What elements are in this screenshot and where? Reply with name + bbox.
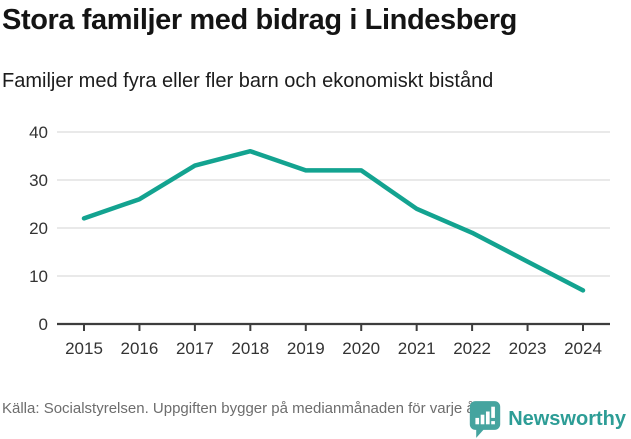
x-axis-label-2024: 2024 bbox=[564, 339, 602, 358]
newsworthy-logo-link[interactable]: Newsworthy bbox=[469, 400, 626, 439]
x-axis-label-2016: 2016 bbox=[121, 339, 159, 358]
y-axis-label-10: 10 bbox=[29, 267, 48, 286]
y-axis-label-40: 40 bbox=[29, 123, 48, 142]
y-axis-label-30: 30 bbox=[29, 171, 48, 190]
x-axis-label-2018: 2018 bbox=[231, 339, 269, 358]
x-axis-label-2017: 2017 bbox=[176, 339, 214, 358]
x-axis-label-2022: 2022 bbox=[453, 339, 491, 358]
newsworthy-logo-text: Newsworthy bbox=[508, 408, 626, 430]
page-title: Stora familjer med bidrag i Lindesberg bbox=[2, 4, 517, 36]
x-axis-label-2021: 2021 bbox=[398, 339, 436, 358]
chart-line-series bbox=[81, 148, 586, 293]
y-axis-label-0: 0 bbox=[39, 315, 48, 334]
y-axis-label-20: 20 bbox=[29, 219, 48, 238]
chart-subtitle: Familjer med fyra eller fler barn och ek… bbox=[2, 70, 494, 92]
x-axis-label-2015: 2015 bbox=[65, 339, 103, 358]
x-axis-label-2019: 2019 bbox=[287, 339, 325, 358]
source-note: Källa: Socialstyrelsen. Uppgiften bygger… bbox=[2, 400, 480, 417]
line-chart: 0 10 20 30 40 2015 2016 2017 2018 2019 2020 2021 202… bbox=[29, 123, 610, 358]
newsworthy-logo-icon bbox=[469, 401, 501, 438]
x-axis-label-2023: 2023 bbox=[509, 339, 547, 358]
x-axis-label-2020: 2020 bbox=[342, 339, 380, 358]
